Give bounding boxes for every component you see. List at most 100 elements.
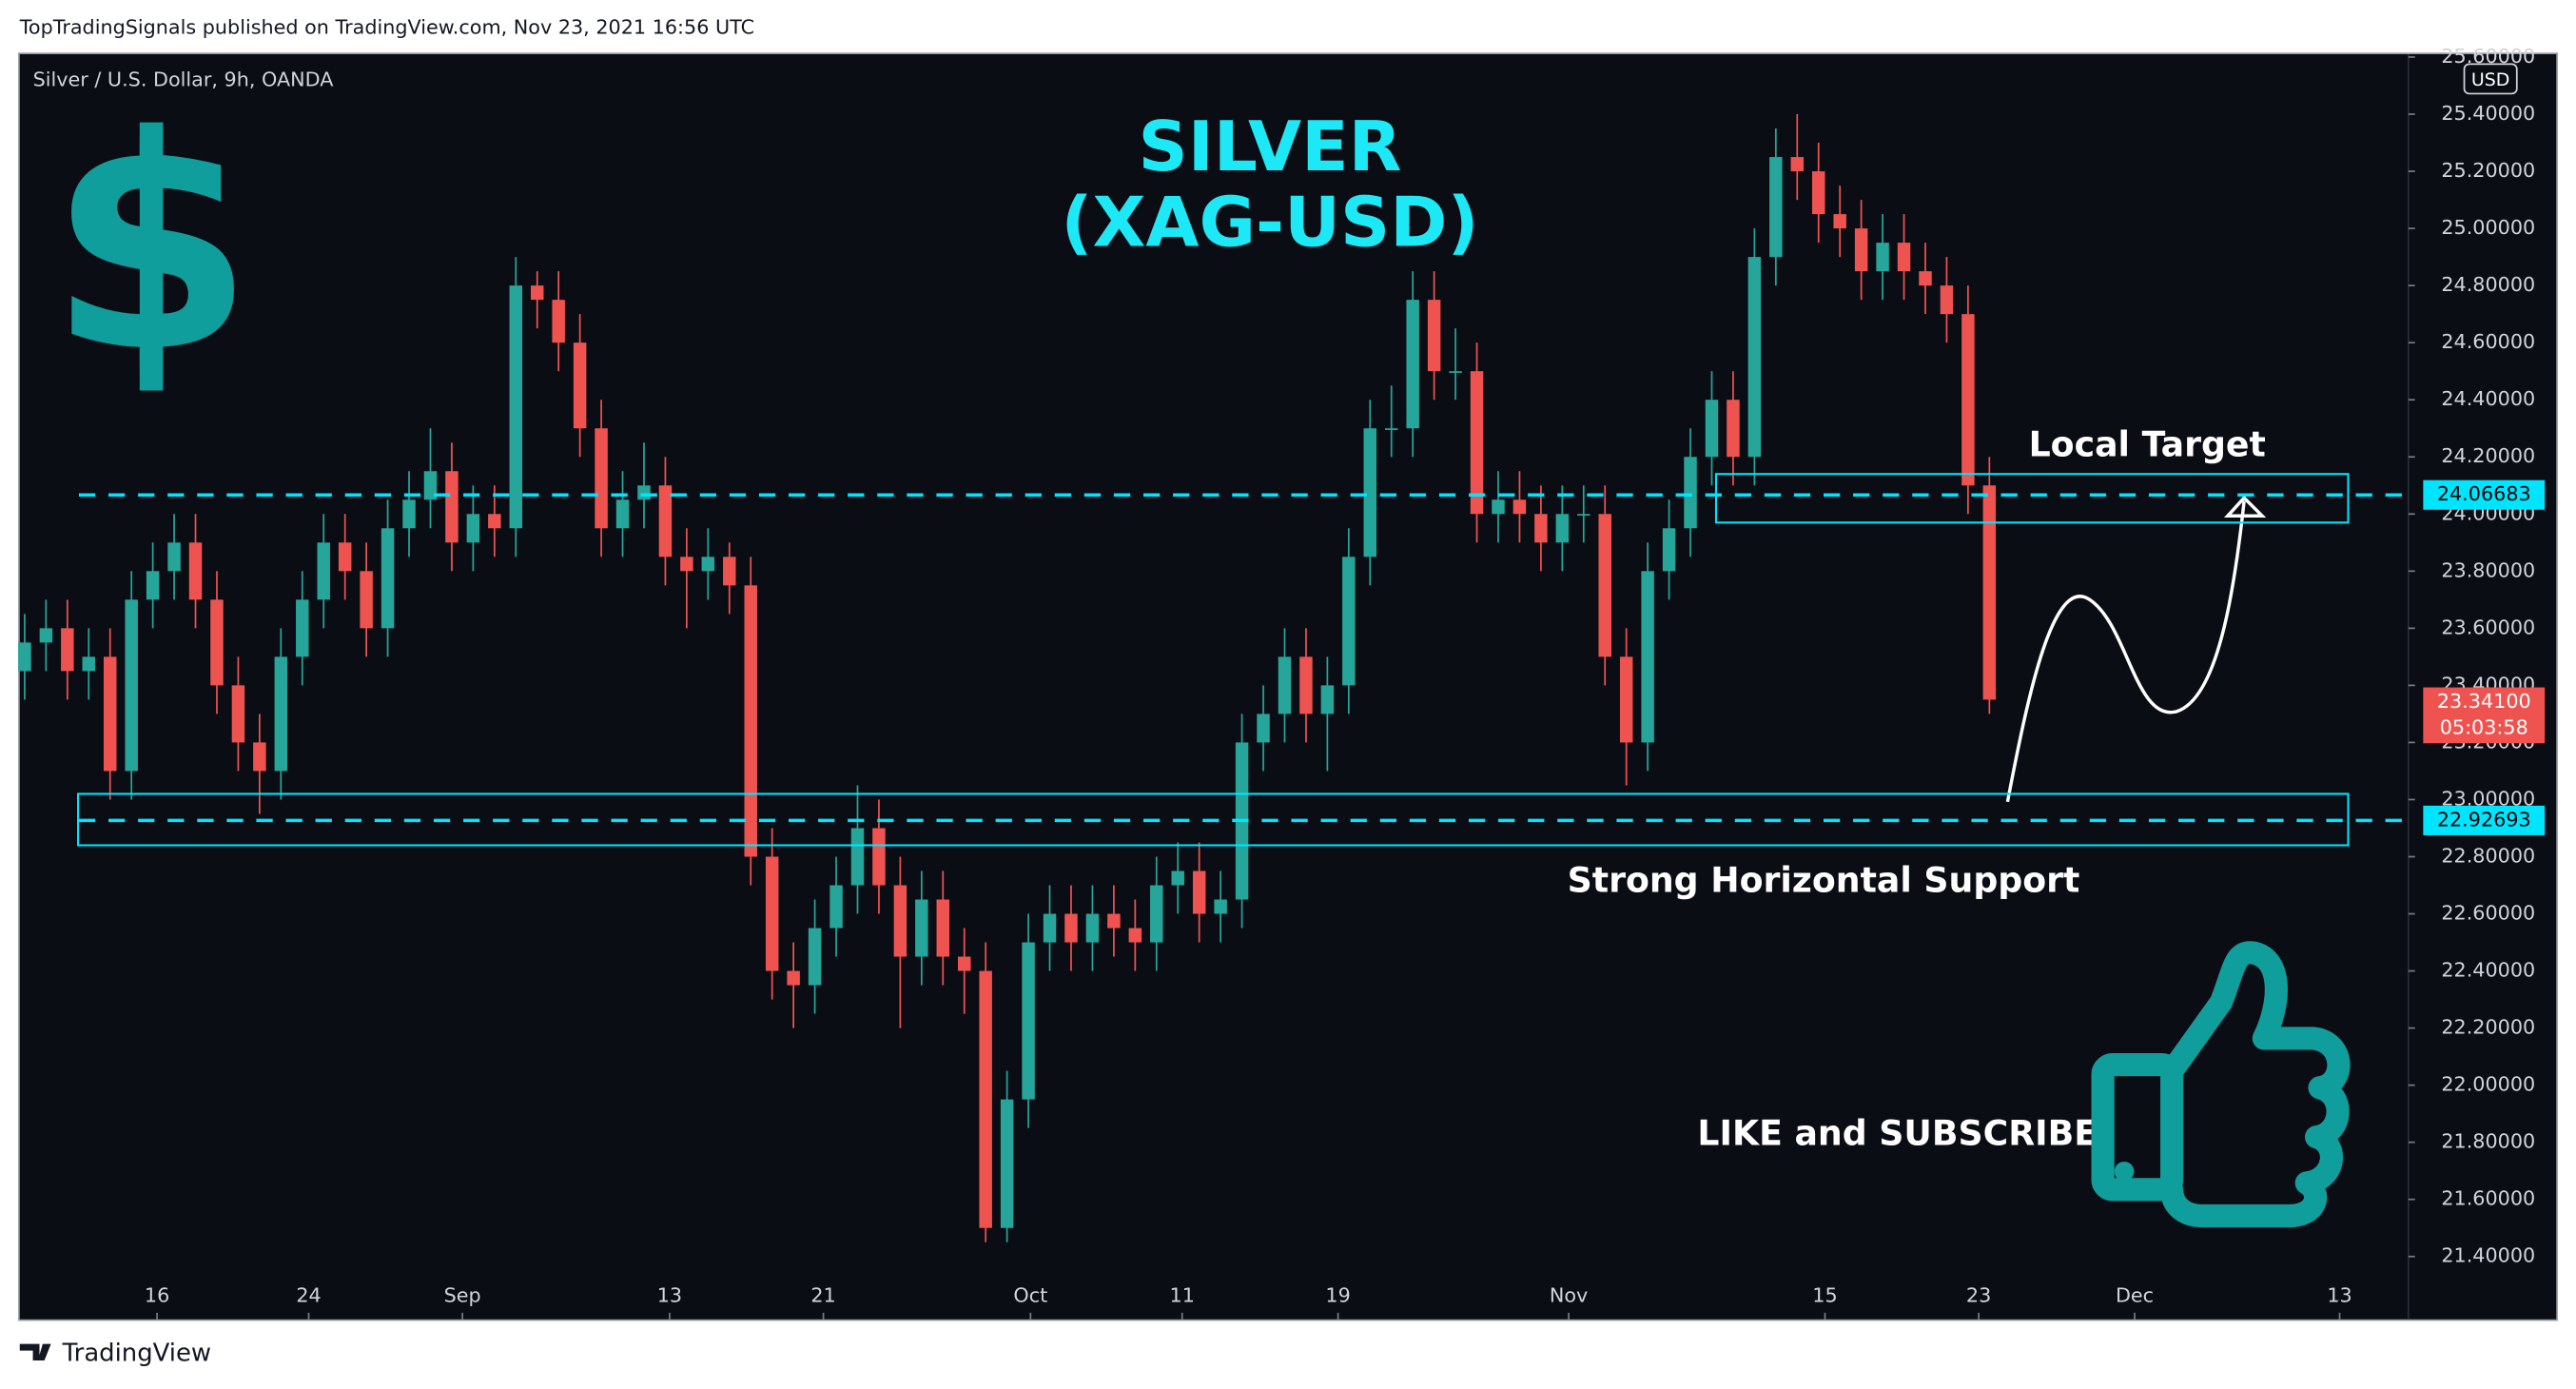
candle-body [1961,314,1975,486]
candle-body [253,742,266,772]
countdown: 05:03:58 [2440,716,2528,739]
candle-body [1940,285,1954,315]
thumb-dot [2114,1161,2135,1182]
candle-body [1790,157,1805,172]
candle-body [188,542,203,600]
candle-body [1598,514,1611,657]
candle-body [1641,571,1654,743]
candle-body [466,514,480,543]
y-tick-label: 25.00000 [2441,216,2535,239]
dollar-icon: $ [49,73,254,418]
y-tick-label: 21.80000 [2441,1130,2535,1153]
candle-body [1555,514,1570,543]
footer-logo: TradingView [19,1340,211,1368]
candle-body [1085,913,1100,943]
candle-body [744,585,757,857]
candle-body [1769,157,1783,258]
symbol: Silver / U.S. Dollar, 9h, OANDA [33,68,334,91]
candle-body [765,856,779,971]
level-label-box [2423,805,2546,835]
x-tick-label: 24 [296,1284,321,1307]
candle-body [1854,228,1868,272]
footer-text: TradingView [62,1340,211,1368]
y-tick-label: 25.20000 [2441,159,2535,182]
x-tick-label: Oct [1013,1284,1047,1307]
candle-body [615,499,630,529]
candle-body [1192,871,1206,914]
chart-subtitle: (XAG-USD) [1061,183,1478,263]
candle-body [231,685,245,743]
candle-body [915,899,928,957]
candle-body [1022,942,1035,1100]
level-label: 24.06683 [2437,482,2531,505]
y-tick-label: 25.40000 [2441,102,2535,125]
y-tick-label: 25.60000 [2441,45,2535,68]
candle-body [872,828,886,886]
candle-body [1043,913,1057,943]
candle-body [1876,243,1889,272]
x-tick-label: 13 [657,1284,682,1307]
candle-body [595,428,608,529]
x-tick-label: 23 [1966,1284,1991,1307]
x-tick-label: Nov [1550,1284,1588,1307]
candle-body [274,656,288,772]
candle-body [1534,514,1548,543]
candle-body [82,656,96,672]
candle-body [979,970,992,1228]
currency-badge [2463,63,2518,95]
level-label: 22.92693 [2437,808,2531,831]
y-tick-label: 23.60000 [2441,616,2535,638]
candle-body [1470,371,1484,515]
candle-body [125,599,138,772]
x-tick-label: 21 [810,1284,835,1307]
candle-body [167,542,181,572]
candle-body [1150,885,1163,943]
candle-body [829,885,843,929]
arrow-head [2223,495,2267,518]
candle-body [701,557,715,572]
candle-body [1919,271,1932,286]
candle-body [723,557,736,586]
level-label-box [2423,479,2546,510]
candle-body [530,285,544,301]
candle-body [850,828,865,886]
candle-body [381,528,395,629]
candle-body [936,899,950,957]
annotation: LIKE and SUBSCRIBE [1697,1112,2098,1153]
candle-body [210,599,224,686]
thumb-icon [2091,941,2351,1228]
y-tick-label: 22.20000 [2441,1016,2535,1039]
candle-body [1812,171,1825,215]
candle-body [552,300,565,343]
candle-body [61,628,74,672]
y-tick-label: 24.80000 [2441,273,2535,296]
candle-body [1982,485,1997,700]
last-price-box [2423,687,2546,744]
x-tick-label: 15 [1812,1284,1837,1307]
candle-body [808,928,822,986]
candle-body [957,956,971,971]
candle-body [1363,428,1377,558]
candle-body [1342,557,1356,686]
candle-body [360,571,373,629]
candle-body [18,642,31,672]
x-tick-label: 16 [145,1284,169,1307]
y-tick-label: 23.80000 [2441,558,2535,581]
candle-body [1833,214,1846,229]
x-tick-label: Sep [444,1284,481,1307]
candle-body [1171,871,1184,886]
x-tick-label: 13 [2327,1284,2352,1307]
y-tick-label: 21.60000 [2441,1187,2535,1210]
currency: USD [2471,69,2510,90]
candle-body [445,471,459,543]
candle-body [1107,913,1121,929]
header: TopTradingSignals published on TradingVi… [19,15,754,38]
candle-body [1662,528,1676,572]
y-tick-label: 24.60000 [2441,330,2535,353]
y-tick-label: 24.40000 [2441,387,2535,410]
candle-body [402,499,416,529]
candle-body [296,599,309,657]
candle-body [1128,928,1142,943]
candle-body [1427,300,1441,372]
